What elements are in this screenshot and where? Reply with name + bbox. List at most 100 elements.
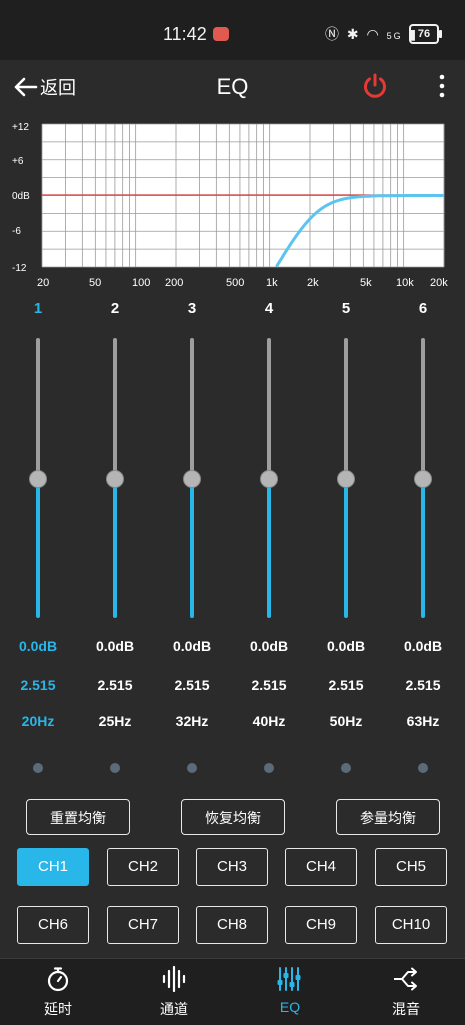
channel-button-ch7[interactable]: CH7 (107, 906, 179, 944)
band-q-value[interactable]: 2.515 (405, 677, 441, 693)
band-gain-value[interactable]: 0.0dB (326, 638, 366, 654)
band-number[interactable]: 6 (418, 300, 428, 317)
arrow-left-icon (14, 77, 38, 97)
slider-knob[interactable] (337, 470, 355, 488)
x-label-20k: 20k (430, 277, 448, 289)
nav-channel[interactable]: 通道 (134, 965, 214, 1019)
battery-icon: 76 (409, 24, 442, 44)
nav-eq[interactable]: EQ (250, 965, 330, 1015)
app-notification-icon (213, 27, 229, 41)
band-q-value[interactable]: 2.515 (20, 677, 56, 693)
nav-label: EQ (279, 999, 301, 1015)
channel-button-ch1[interactable]: CH1 (17, 848, 89, 886)
y-label-minus6: -6 (12, 226, 21, 237)
band-number[interactable]: 1 (33, 300, 43, 317)
channel-button-ch4[interactable]: CH4 (285, 848, 357, 886)
signal-icon: ▮ (408, 26, 419, 42)
band-gain-slider[interactable] (413, 338, 433, 618)
power-icon[interactable] (361, 72, 389, 100)
slider-fill (421, 478, 425, 618)
slider-knob[interactable] (414, 470, 432, 488)
nav-label: 通道 (160, 1001, 188, 1017)
slider-knob[interactable] (260, 470, 278, 488)
slider-knob[interactable] (106, 470, 124, 488)
toolbar: 返回 EQ (0, 60, 465, 112)
channel-button-ch6[interactable]: CH6 (17, 906, 89, 944)
band-q-value[interactable]: 2.515 (97, 677, 133, 693)
band-number[interactable]: 2 (110, 300, 120, 317)
band-gain-value[interactable]: 0.0dB (403, 638, 443, 654)
slider-track (267, 338, 271, 478)
band-gain-slider[interactable] (28, 338, 48, 618)
mix-icon (394, 967, 417, 991)
nav-label: 延时 (44, 1001, 72, 1017)
band-gain-slider[interactable] (182, 338, 202, 618)
status-icons: Ⓝ ✱ ◠ 5G ▮ (325, 24, 418, 44)
band-number[interactable]: 4 (264, 300, 274, 317)
more-icon[interactable] (434, 72, 450, 100)
x-label-20: 20 (37, 277, 49, 289)
slider-fill (36, 478, 40, 618)
page-title: EQ (216, 74, 249, 99)
waveform-icon (162, 965, 186, 993)
band-number[interactable]: 5 (341, 300, 351, 317)
channel-button-ch3[interactable]: CH3 (196, 848, 268, 886)
band-indicator-dot (418, 763, 428, 773)
y-label-plus6: +6 (12, 156, 24, 167)
channel-button-ch8[interactable]: CH8 (196, 906, 268, 944)
band-freq-value[interactable]: 63Hz (406, 713, 440, 729)
y-label-plus12: +12 (12, 122, 29, 133)
band-number[interactable]: 3 (187, 300, 197, 317)
slider-fill (267, 478, 271, 618)
band-gain-slider[interactable] (259, 338, 279, 618)
band-freq-value[interactable]: 20Hz (21, 713, 55, 729)
channel-button-ch9[interactable]: CH9 (285, 906, 357, 944)
nav-delay[interactable]: 延时 (18, 965, 98, 1019)
wifi-icon: ◠ (366, 26, 381, 42)
restore-eq-button[interactable]: 恢复均衡 (181, 799, 285, 835)
equalizer-icon (277, 967, 301, 991)
band-q-value[interactable]: 2.515 (251, 677, 287, 693)
band-freq-value[interactable]: 25Hz (98, 713, 132, 729)
nfc-icon: Ⓝ (325, 26, 341, 42)
band-freq-value[interactable]: 50Hz (329, 713, 363, 729)
band-indicator-dot (264, 763, 274, 773)
eq-curve (275, 194, 444, 268)
channel-button-ch10[interactable]: CH10 (375, 906, 447, 944)
band-freq-value[interactable]: 32Hz (175, 713, 209, 729)
bottom-nav: 延时 通道 EQ 混音 (0, 958, 465, 1025)
stopwatch-icon (47, 967, 69, 992)
reset-eq-button[interactable]: 重置均衡 (26, 799, 130, 835)
slider-track (36, 338, 40, 478)
channel-button-ch5[interactable]: CH5 (375, 848, 447, 886)
band-gain-value[interactable]: 0.0dB (172, 638, 212, 654)
slider-track (113, 338, 117, 478)
slider-knob[interactable] (183, 470, 201, 488)
y-label-minus12: -12 (12, 263, 27, 274)
parametric-eq-button[interactable]: 参量均衡 (336, 799, 440, 835)
band-freq-value[interactable]: 40Hz (252, 713, 286, 729)
x-label-500: 500 (226, 277, 244, 289)
slider-fill (344, 478, 348, 618)
eq-response-graph: +12 +6 0dB -6 -12 20 50 100 200 500 1k 2… (12, 122, 448, 289)
x-label-50: 50 (89, 277, 101, 289)
status-time: 11:42 (163, 24, 207, 44)
band-q-value[interactable]: 2.515 (174, 677, 210, 693)
band-gain-value[interactable]: 0.0dB (249, 638, 289, 654)
band-gain-slider[interactable] (105, 338, 125, 618)
slider-knob[interactable] (29, 470, 47, 488)
nav-mix[interactable]: 混音 (366, 965, 446, 1019)
band-gain-value[interactable]: 0.0dB (18, 638, 58, 654)
back-button[interactable]: 返回 (12, 74, 76, 100)
y-label-0db: 0dB (12, 191, 30, 202)
band-q-value[interactable]: 2.515 (328, 677, 364, 693)
signal-label: 5G (386, 31, 403, 41)
band-gain-slider[interactable] (336, 338, 356, 618)
band-indicator-dot (33, 763, 43, 773)
x-label-10k: 10k (396, 277, 414, 289)
band-indicator-dot (341, 763, 351, 773)
status-bar: 11:42 Ⓝ ✱ ◠ 5G ▮ 76 (0, 0, 465, 60)
channel-button-ch2[interactable]: CH2 (107, 848, 179, 886)
band-indicator-dot (110, 763, 120, 773)
band-gain-value[interactable]: 0.0dB (95, 638, 135, 654)
